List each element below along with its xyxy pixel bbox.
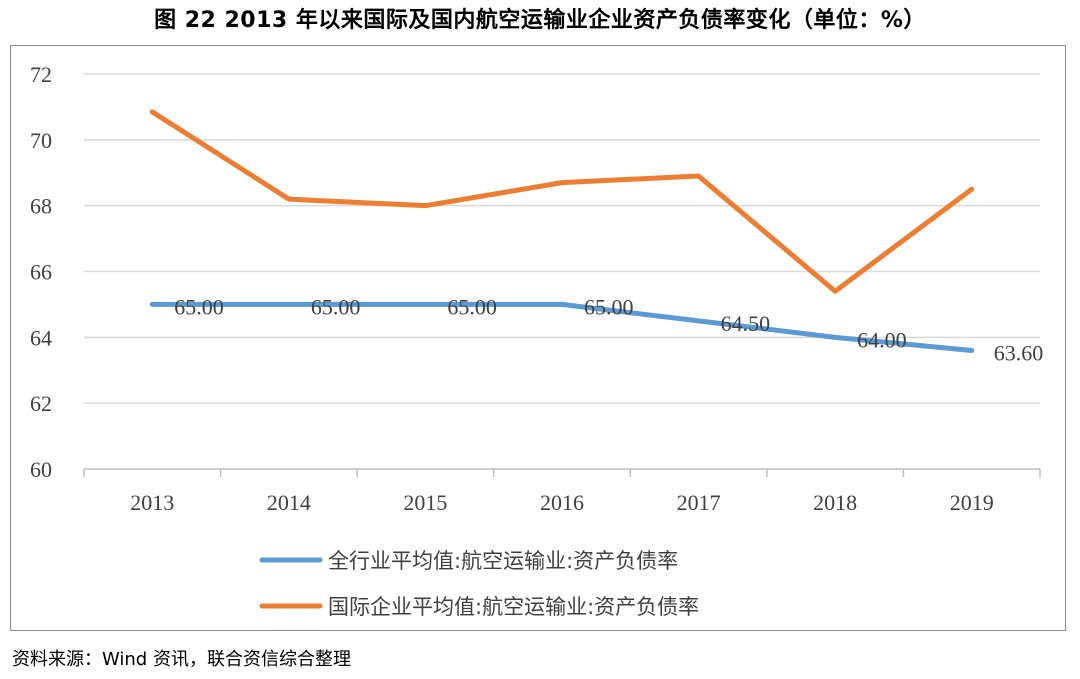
x-tick-label: 2014: [267, 490, 311, 515]
y-tick-label: 72: [30, 62, 52, 87]
x-tick-label: 2018: [813, 490, 857, 515]
x-tick-label: 2017: [677, 490, 721, 515]
legend-label-1: 全行业平均值:航空运输业:资产负债率: [328, 549, 678, 573]
chart-frame: [10, 45, 1066, 631]
data-label: 65.00: [447, 294, 497, 319]
legend-label-2: 国际企业平均值:航空运输业:资产负债率: [328, 595, 699, 619]
y-tick-label: 64: [30, 325, 52, 350]
figure-title: 图 22 2013 年以来国际及国内航空运输业企业资产负债率变化（单位：%）: [154, 8, 926, 33]
y-tick-label: 70: [30, 128, 52, 153]
data-label: 65.00: [584, 294, 634, 319]
data-label: 65.00: [311, 294, 361, 319]
line-chart: 60 62 64 66 68 70 72 2013 2014 2015 2016 2017 2018 20…: [30, 62, 1044, 619]
x-tick-label: 2019: [950, 490, 994, 515]
x-tick-label: 2015: [403, 490, 447, 515]
y-tick-label: 60: [30, 457, 52, 482]
y-tick-label: 68: [30, 194, 52, 219]
y-tick-label: 66: [30, 260, 52, 285]
x-tick-label: 2013: [130, 490, 174, 515]
y-tick-label: 62: [30, 391, 52, 416]
series-line-1: [149, 301, 975, 353]
data-label: 65.00: [174, 294, 224, 319]
x-tick-label: 2016: [540, 490, 584, 515]
series-line-2: [149, 109, 975, 294]
data-label: 64.50: [721, 311, 771, 336]
data-label: 64.00: [857, 327, 907, 352]
data-label: 63.60: [994, 341, 1044, 366]
source-note: 资料来源：Wind 资讯，联合资信综合整理: [12, 649, 351, 670]
